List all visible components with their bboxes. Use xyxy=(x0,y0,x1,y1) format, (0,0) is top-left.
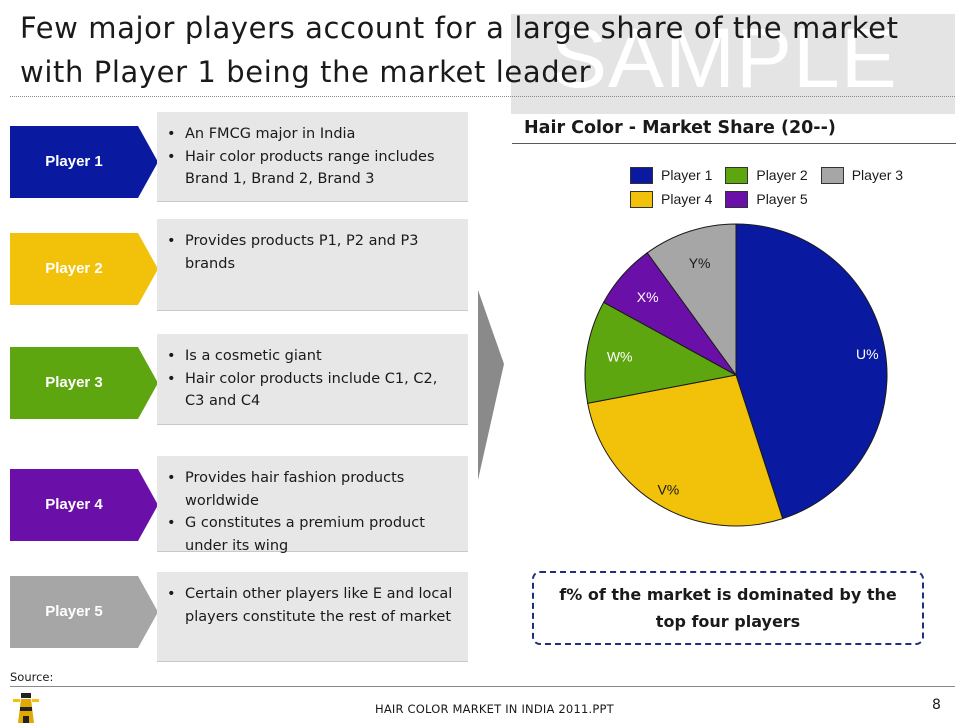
watermark-text: SAMPLE xyxy=(551,11,898,105)
player-5-description: Certain other players like E and local p… xyxy=(157,572,468,662)
chevron-shape xyxy=(10,233,158,305)
legend-swatch xyxy=(630,190,653,208)
player-2-description: Provides products P1, P2 and P3 brands xyxy=(157,219,468,311)
player-5-chevron: Player 5 xyxy=(10,576,158,648)
pie-slice-player-4 xyxy=(587,374,784,527)
chevron-fill xyxy=(10,347,158,419)
pie-data-label: X% xyxy=(637,289,659,305)
arrow-shape xyxy=(478,290,504,480)
bullet-item: Provides hair fashion products worldwide xyxy=(167,467,460,512)
bullet-item: Certain other players like E and local p… xyxy=(167,583,460,628)
legend-swatch xyxy=(820,166,844,184)
sample-watermark: SAMPLE xyxy=(511,11,955,114)
legend-row: Player 1 Player 2 Player 3 xyxy=(630,163,930,187)
player-3-chevron: Player 3 xyxy=(10,347,158,419)
bullet-item: Hair color products include C1, C2, C3 a… xyxy=(167,368,460,413)
pie-data-label: U% xyxy=(856,346,879,362)
logo-beam-right xyxy=(32,699,39,702)
legend-swatch xyxy=(630,166,653,184)
chevron-shape xyxy=(10,576,158,648)
legend-item-player-3: Player 3 xyxy=(820,163,904,187)
big-right-arrow-icon xyxy=(478,290,504,480)
market-share-pie-chart: U% V% W% X% Y% xyxy=(584,223,888,527)
pie-data-label: W% xyxy=(607,349,633,365)
chevron-shape xyxy=(10,469,158,541)
bullet-item: Provides products P1, P2 and P3 brands xyxy=(167,230,460,275)
pie-data-label: Y% xyxy=(689,255,711,271)
legend-item-player-2: Player 2 xyxy=(725,163,808,187)
legend-item-player-1: Player 1 xyxy=(630,163,712,187)
player-2-chevron: Player 2 xyxy=(10,233,158,305)
player-5-label: Player 5 xyxy=(45,603,103,620)
pie-slice-player-1 xyxy=(735,223,888,520)
lighthouse-logo-icon xyxy=(13,693,39,723)
chevron-shape xyxy=(10,126,158,198)
callout-text: f% of the market is dominated by the top… xyxy=(559,585,897,631)
player-2-label: Player 2 xyxy=(45,260,103,277)
player-1-chevron: Player 1 xyxy=(10,126,158,198)
bullet-item: Hair color products range includes Brand… xyxy=(167,146,460,191)
title-divider xyxy=(10,96,955,97)
chevron-fill xyxy=(10,469,158,541)
logo-beam-left xyxy=(13,699,20,702)
legend-row: Player 4 Player 5 xyxy=(630,187,930,211)
chart-legend: Player 1 Player 2 Player 3 Player 4 Play… xyxy=(630,163,930,211)
chart-title: Hair Color - Market Share (20--) xyxy=(512,114,956,144)
pie-slice-player-3 xyxy=(646,223,737,377)
footer-divider xyxy=(10,686,955,687)
key-takeaway-callout: f% of the market is dominated by the top… xyxy=(532,571,924,645)
source-label: Source: xyxy=(10,670,54,684)
legend-item-player-5: Player 5 xyxy=(725,187,808,211)
pie-slice-player-2 xyxy=(584,301,738,404)
player-4-description: Provides hair fashion products worldwide… xyxy=(157,456,468,554)
pie-data-label: V% xyxy=(657,481,679,497)
player-4-chevron: Player 4 xyxy=(10,469,158,541)
bullet-item: Is a cosmetic giant xyxy=(167,345,460,368)
legend-label: Player 2 xyxy=(756,167,808,183)
legend-label: Player 3 xyxy=(851,167,904,183)
logo-door xyxy=(23,716,29,723)
player-1-label: Player 1 xyxy=(45,153,103,170)
chevron-shape xyxy=(10,347,158,419)
logo-top xyxy=(21,693,31,698)
chevron-fill xyxy=(10,233,158,305)
legend-label: Player 5 xyxy=(756,191,808,207)
document-name: HAIR COLOR MARKET IN INDIA 2011.PPT xyxy=(375,702,614,716)
legend-swatch xyxy=(725,190,749,208)
player-3-description: Is a cosmetic giant Hair color products … xyxy=(157,334,468,425)
bullet-item: An FMCG major in India xyxy=(167,123,460,146)
chevron-fill xyxy=(10,126,158,198)
logo-band xyxy=(20,707,32,711)
legend-item-player-4: Player 4 xyxy=(630,187,712,211)
chevron-fill xyxy=(10,576,158,648)
slide-title: Few major players account for a large sh… xyxy=(20,11,899,89)
player-4-label: Player 4 xyxy=(45,496,103,513)
player-1-description: An FMCG major in India Hair color produc… xyxy=(157,112,468,202)
page-number: 8 xyxy=(932,697,941,713)
legend-swatch xyxy=(725,166,749,184)
legend-label: Player 4 xyxy=(661,191,713,207)
bullet-item: G constitutes a premium product under it… xyxy=(167,512,460,557)
legend-label: Player 1 xyxy=(661,167,713,183)
player-3-label: Player 3 xyxy=(45,374,103,391)
